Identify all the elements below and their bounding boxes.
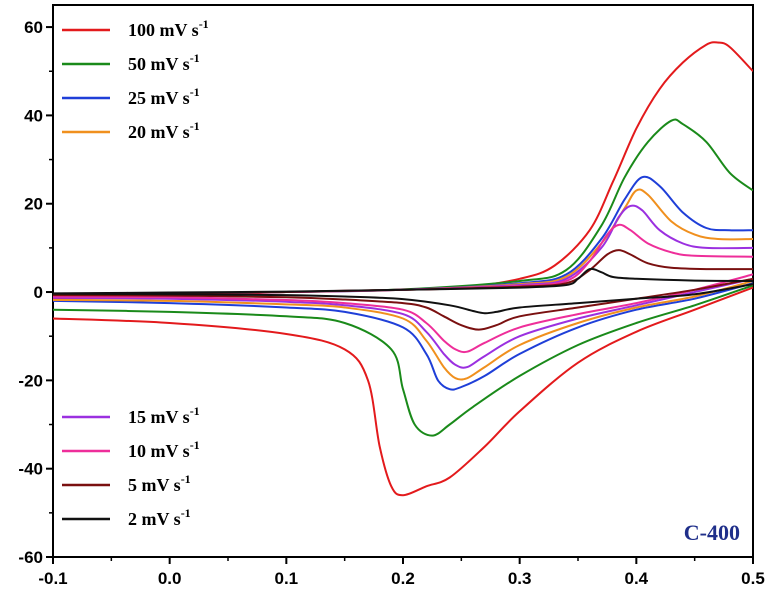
y-tick-label: 60 xyxy=(24,18,43,37)
series-cathodic-2 xyxy=(53,282,753,391)
legend-label: 10 mV s-1 xyxy=(128,438,200,461)
series-cathodic-6 xyxy=(53,277,753,331)
legend-label: 50 mV s-1 xyxy=(128,51,200,74)
curves xyxy=(53,41,753,497)
legend-label: 15 mV s-1 xyxy=(128,404,200,427)
series-cathodic-1 xyxy=(53,284,753,437)
legend-label-sup: -1 xyxy=(199,17,209,31)
x-tick-label: 0.5 xyxy=(741,569,765,588)
x-tick-label: 0.3 xyxy=(508,569,532,588)
legend-label-sup: -1 xyxy=(181,472,191,486)
legend-label-text: 50 mV s xyxy=(128,54,190,74)
x-tick-label: 0.1 xyxy=(275,569,299,588)
legend-bottom: 15 mV s-110 mV s-15 mV s-12 mV s-1 xyxy=(62,404,200,529)
legend-label-text: 20 mV s xyxy=(128,122,190,142)
y-tick-label: 20 xyxy=(24,195,43,214)
legend-label: 5 mV s-1 xyxy=(128,472,191,495)
legend-label-text: 25 mV s xyxy=(128,88,190,108)
legend-label-text: 10 mV s xyxy=(128,441,190,461)
y-tick-label: -20 xyxy=(18,371,43,390)
y-tick-label: 0 xyxy=(34,283,43,302)
series-cathodic-4 xyxy=(53,277,753,369)
legend-label: 25 mV s-1 xyxy=(128,85,200,108)
legend-label: 100 mV s-1 xyxy=(128,17,209,40)
series-cathodic-3 xyxy=(53,280,753,381)
legend-label-sup: -1 xyxy=(190,51,200,65)
series-anodic-7 xyxy=(53,267,753,295)
series-cathodic-7 xyxy=(53,283,753,315)
x-tick-label: 0.2 xyxy=(391,569,415,588)
axes: -0.1 0.0 0.1 0.2 0.3 0.4 0.5 60 40 20 0 -20 -40 -60 xyxy=(18,18,765,588)
sample-label: C-400 xyxy=(684,520,740,545)
legend-label-text: 2 mV s xyxy=(128,509,181,529)
plot-area xyxy=(52,4,754,558)
legend-label-sup: -1 xyxy=(190,85,200,99)
legend-label-sup: -1 xyxy=(190,438,200,452)
legend-label-sup: -1 xyxy=(181,506,191,520)
series-cathodic-0 xyxy=(53,286,753,497)
series-cathodic-5 xyxy=(53,273,753,354)
legend-label: 2 mV s-1 xyxy=(128,506,191,529)
legend-label: 20 mV s-1 xyxy=(128,119,200,142)
legend-label-sup: -1 xyxy=(190,119,200,133)
legend-top: 100 mV s-150 mV s-125 mV s-120 mV s-1 xyxy=(62,17,209,142)
x-tick-label: 0.4 xyxy=(625,569,649,588)
y-tick-label: -60 xyxy=(18,548,43,567)
x-tick-label: -0.1 xyxy=(38,569,67,588)
x-tick-label: 0.0 xyxy=(158,569,182,588)
y-tick-label: 40 xyxy=(24,106,43,125)
legend-label-text: 100 mV s xyxy=(128,20,199,40)
legend-label-sup: -1 xyxy=(190,404,200,418)
y-tick-label: -40 xyxy=(18,460,43,479)
legend-label-text: 15 mV s xyxy=(128,407,190,427)
legend-label-text: 5 mV s xyxy=(128,475,181,495)
